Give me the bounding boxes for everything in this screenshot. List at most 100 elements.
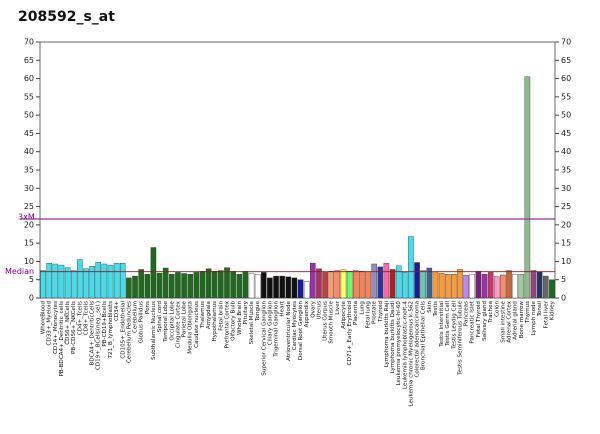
bar [506, 270, 512, 299]
x-tick-label: BDCA4+_DentriticCells [90, 301, 96, 366]
bar [193, 272, 200, 299]
x-tick-label: Cardiac Myocytes [292, 301, 298, 351]
y-tick-label: 55 [24, 92, 34, 101]
x-tick-label: CD33+_Myeloid [47, 301, 53, 346]
threshold-label: 3xM [18, 213, 35, 222]
bar [316, 268, 322, 299]
bar [285, 276, 292, 299]
y-tick-label-right: 50 [561, 111, 571, 120]
x-tick-label: Testis Leydig Cell [451, 301, 457, 350]
y-tick-label: 50 [24, 111, 34, 120]
bar [162, 267, 169, 299]
x-tick-label: Leukemia chronic Myelogenous k-562 [408, 301, 414, 407]
bar [267, 277, 273, 299]
x-tick-label: CD34+ [114, 301, 120, 321]
x-tick-label: Fetal lung [366, 301, 372, 329]
x-tick-label: Kidney [549, 300, 555, 320]
x-tick-label: Salivary gland [482, 301, 488, 341]
bar [224, 267, 230, 299]
bar [205, 268, 212, 299]
y-tick-label: 60 [24, 74, 34, 83]
bar [352, 270, 359, 299]
bar [175, 272, 181, 299]
x-tick-label: CD19+_BCells(neg._sel.) [96, 301, 102, 370]
x-tick-label: Fetal Thyroid [476, 301, 482, 338]
y-tick-label: 30 [24, 184, 34, 193]
bar [144, 274, 151, 299]
bar [487, 272, 494, 299]
x-tick-label: Testis Interstitial [439, 301, 445, 348]
x-tick-label: Adrenal gland [513, 301, 519, 340]
x-tick-label: Testis Seminiferous Tubule [457, 300, 463, 375]
x-tick-label: Adipocyte [341, 300, 347, 328]
x-tick-label: Uterus [316, 301, 322, 320]
x-tick-label: Caudate nucleus [194, 301, 200, 348]
x-tick-label: Thymus [525, 301, 531, 324]
y-tick-label-right: 30 [561, 184, 571, 193]
bar [457, 269, 463, 299]
x-tick-label: Lymph node [531, 300, 537, 335]
bar [230, 271, 236, 299]
x-tick-label: Prostate [372, 300, 378, 324]
y-tick-label: 65 [24, 56, 34, 65]
bar [83, 268, 89, 299]
bar [500, 274, 506, 299]
bar [77, 259, 83, 299]
bar [199, 271, 206, 299]
x-tick-label: Lung [359, 301, 365, 315]
y-tick-label-right: 20 [561, 220, 571, 229]
bar [181, 273, 187, 299]
x-tick-label: CD71+_Early Erythroid [347, 301, 353, 366]
x-tick-label: Colon [494, 301, 500, 317]
y-tick-label-right: 55 [561, 92, 571, 101]
x-tick-label: Amygdala [206, 301, 212, 329]
x-tick-label: Ovary [310, 300, 316, 317]
bar [291, 277, 298, 299]
x-tick-label: Bone marrow [519, 301, 525, 339]
x-tick-label: CD4+_Tcells [77, 301, 83, 335]
x-tick-label: PB-CD56+_NKCells [71, 301, 77, 354]
x-tick-label: Spinal cord [157, 301, 163, 333]
bar [420, 270, 426, 299]
bar [359, 271, 365, 299]
chart-title: 208592_s_at [18, 9, 115, 25]
bar [95, 261, 102, 299]
x-tick-label: Smooth Muscle [329, 300, 335, 343]
bar [426, 267, 433, 299]
bar [242, 271, 249, 299]
y-tick-label-right: 45 [561, 129, 571, 138]
bar [469, 274, 476, 299]
bar [126, 277, 132, 299]
bar [493, 276, 500, 299]
x-tick-label: Lymphoma burkitts Daudi [390, 301, 396, 374]
bar [52, 263, 59, 299]
x-tick-label: Liver [335, 300, 341, 314]
x-tick-label: Fetal brain [218, 301, 224, 331]
x-tick-label: Heart [280, 300, 286, 316]
x-tick-label: Placenta [353, 301, 359, 325]
bar [549, 279, 555, 299]
x-tick-label: Fetal liver [543, 300, 549, 328]
bar [113, 263, 120, 299]
bar [414, 262, 420, 299]
bar [377, 266, 384, 299]
x-tick-label: Cerebellum [133, 301, 139, 333]
bar [40, 270, 46, 299]
x-tick-label: Adrenal Cortex [507, 300, 513, 342]
y-tick-label-right: 25 [561, 202, 571, 211]
y-tick-label-right: 35 [561, 166, 571, 175]
x-tick-label: Leukemia promyelocytic-hl-60 [396, 301, 402, 386]
bar [297, 279, 304, 299]
bar [408, 236, 414, 299]
y-tick-label: 70 [24, 38, 34, 47]
x-tick-label: PB-BDCA4+_Dentritic_cells [59, 301, 65, 377]
x-tick-label: CD105+_Endothelial [120, 301, 126, 359]
x-tick-label: Lymphoma burkitts Raji [384, 301, 390, 368]
bar [64, 267, 71, 299]
x-tick-label: Parietal Lobe [182, 300, 188, 337]
y-tick-label-right: 60 [561, 74, 571, 83]
x-tick-label: Appendix [304, 300, 310, 327]
x-tick-label: Thyroid [378, 301, 384, 323]
bar [389, 269, 396, 299]
bar [322, 272, 328, 299]
